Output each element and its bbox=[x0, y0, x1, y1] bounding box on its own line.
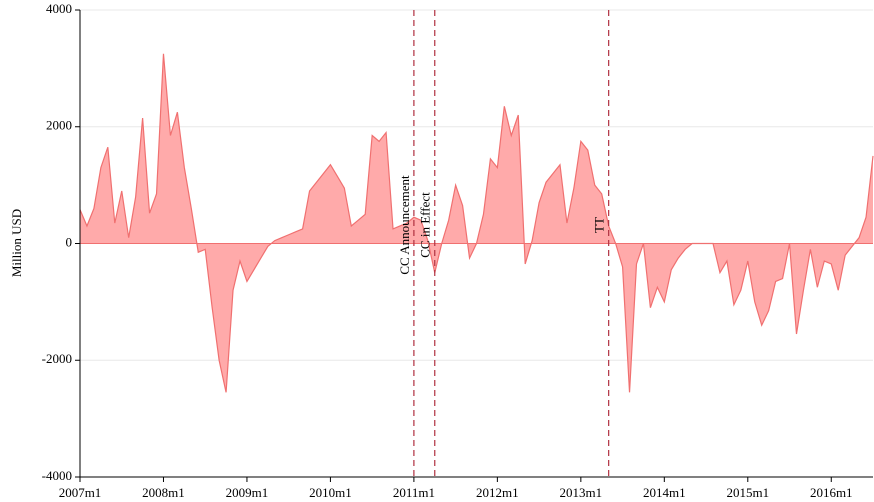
x-tick-label: 2016m1 bbox=[810, 485, 853, 500]
area-line bbox=[79, 53, 874, 393]
x-tick-label: 2009m1 bbox=[226, 485, 269, 500]
x-tick-label: 2008m1 bbox=[142, 485, 185, 500]
annotation-label: TT bbox=[592, 217, 607, 233]
x-tick-label: 2007m1 bbox=[59, 485, 102, 500]
x-tick-label: 2015m1 bbox=[726, 485, 769, 500]
y-tick-label: -2000 bbox=[42, 351, 72, 366]
annotation-label: CC Announcement bbox=[397, 175, 412, 275]
x-tick-label: 2012m1 bbox=[476, 485, 519, 500]
y-tick-label: 4000 bbox=[46, 1, 72, 16]
y-axis-label: Million USD bbox=[9, 209, 24, 277]
y-tick-label: 2000 bbox=[46, 118, 72, 133]
x-tick-label: 2014m1 bbox=[643, 485, 686, 500]
x-tick-label: 2013m1 bbox=[560, 485, 603, 500]
y-tick-label: -4000 bbox=[42, 468, 72, 483]
x-tick-label: 2010m1 bbox=[309, 485, 352, 500]
x-tick-label: 2011m1 bbox=[393, 485, 435, 500]
y-tick-label: 0 bbox=[66, 234, 73, 249]
area bbox=[80, 53, 873, 393]
annotation-label: CC in Effect bbox=[418, 192, 433, 258]
